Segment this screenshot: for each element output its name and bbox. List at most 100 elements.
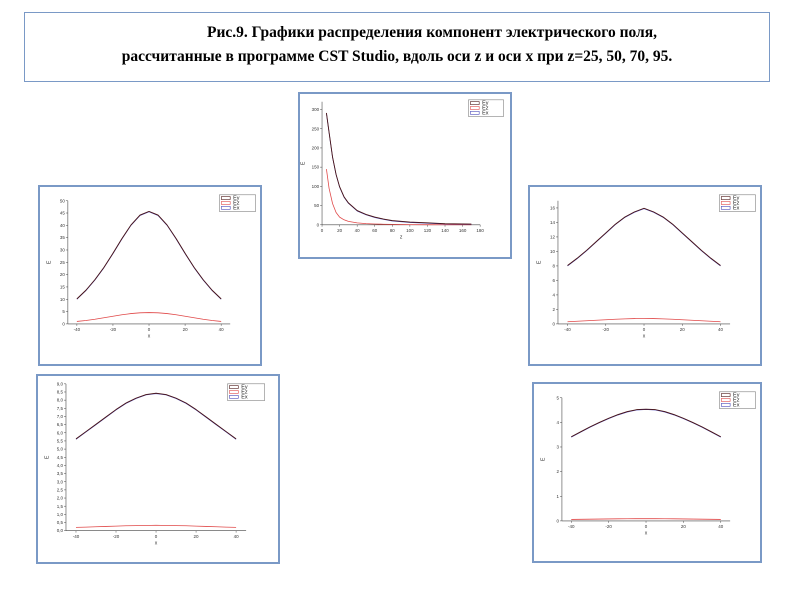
x-tick-label: 20: [681, 524, 686, 529]
y-tick-label: 100: [312, 184, 320, 189]
x-tick-label: 0: [643, 327, 646, 332]
y-tick-label: 50: [60, 198, 65, 203]
y-tick-label: 9,0: [57, 381, 64, 386]
y-tick-label: 7,5: [57, 406, 64, 411]
series-line-Ez: [75, 524, 237, 528]
y-tick-label: 0: [317, 222, 320, 227]
legend-label: Ez: [241, 389, 248, 395]
legend-swatch-Ey: [221, 196, 231, 200]
x-tick-label: 40: [234, 534, 240, 539]
x-tick-label: -40: [564, 327, 571, 332]
y-tick-label: 4,0: [57, 463, 64, 468]
legend-swatch-Ez: [221, 201, 231, 205]
series-line-Ex: [75, 393, 237, 440]
caption-line-2: рассчитанные в программе CST Studio, вдо…: [121, 48, 673, 65]
series-line-Ex: [571, 409, 721, 438]
x-tick-label: 140: [441, 228, 449, 233]
y-tick-label: 8,0: [57, 398, 64, 403]
y-tick-label: 8: [553, 263, 556, 268]
y-tick-label: 0: [556, 518, 559, 523]
y-axis-label: E: [46, 260, 52, 264]
legend-label: Ex: [233, 205, 240, 211]
y-tick-label: 6,5: [57, 422, 64, 427]
x-tick-label: -20: [110, 327, 117, 332]
legend-swatch-Ey: [720, 196, 731, 200]
legend-swatch-Ey: [721, 393, 731, 397]
y-tick-label: 5,0: [57, 447, 64, 452]
legend-label: Ey: [733, 196, 740, 202]
series-line-Ey: [571, 408, 721, 438]
y-tick-label: 4,5: [57, 455, 64, 460]
legend-swatch-Ey: [229, 385, 239, 389]
series-line-Ex: [76, 211, 222, 300]
chart-panel-z-axis: 0 20 40 60 80 100 120 140 160 180 0 50 100 150 200 250 3…: [298, 92, 512, 259]
legend-swatch-Ex: [221, 206, 231, 210]
legend-label: Ez: [482, 105, 489, 111]
y-tick-label: 1,5: [57, 504, 64, 509]
y-tick-label: 4: [553, 292, 556, 297]
y-tick-label: 14: [550, 220, 555, 225]
chart-panel-z70: -40 -20 0 20 40 0,0 0,5 1,0 1,5 2,0 2,5 3,0 3,5 4,0 4,…: [36, 374, 280, 564]
y-tick-label: 16: [550, 206, 555, 211]
chart-panel-z95: -40 -20 0 20 40 0 1 2 3 4 5 x E Ey Ez Ex: [532, 382, 762, 563]
legend-swatch-Ez: [720, 201, 731, 205]
legend-label: Ey: [233, 196, 240, 202]
x-tick-label: 60: [372, 228, 377, 233]
x-tick-label: 80: [390, 228, 395, 233]
y-tick-label: 45: [60, 211, 65, 216]
legend-label: Ex: [733, 402, 740, 408]
x-tick-label: 20: [194, 534, 200, 539]
y-tick-label: 0,5: [57, 520, 64, 525]
x-tick-label: 180: [476, 228, 484, 233]
y-tick-label: 15: [60, 285, 65, 290]
x-tick-label: 0: [148, 327, 151, 332]
legend-label: Ez: [233, 200, 240, 206]
y-tick-label: 4: [556, 420, 559, 425]
legend-label: Ez: [733, 397, 740, 403]
y-tick-label: 3,0: [57, 479, 64, 484]
y-tick-label: 200: [312, 145, 320, 150]
series-line-Ey: [325, 112, 472, 225]
legend-label: Ex: [482, 110, 489, 116]
y-tick-label: 250: [312, 126, 320, 131]
legend-swatch-Ey: [470, 101, 480, 105]
y-tick-label: 12: [550, 234, 555, 239]
legend-label: Ey: [241, 385, 248, 391]
legend-swatch-Ex: [721, 403, 731, 407]
x-tick-label: -20: [605, 524, 612, 529]
legend-label: Ex: [241, 394, 248, 400]
x-tick-label: 20: [337, 228, 342, 233]
y-tick-label: 300: [312, 107, 320, 112]
x-axis-label: z: [400, 234, 403, 240]
x-tick-label: 0: [155, 534, 158, 539]
y-tick-label: 50: [314, 203, 319, 208]
legend-swatch-Ex: [229, 395, 239, 399]
series-line-Ex: [567, 208, 721, 267]
y-axis-label: E: [540, 457, 546, 461]
chart-panel-z50: -40 -20 0 20 40 0 2 4 6 8 10 12 14 16 x E Ey Ez Ex: [528, 185, 762, 366]
x-axis-label: x: [155, 540, 158, 546]
x-tick-label: -40: [73, 534, 80, 539]
legend-label: Ey: [482, 101, 489, 107]
x-axis-label: x: [643, 334, 646, 340]
x-tick-label: 0: [645, 524, 648, 529]
y-tick-label: 5,5: [57, 439, 64, 444]
x-tick-label: -20: [113, 534, 120, 539]
x-tick-label: -20: [603, 327, 610, 332]
x-tick-label: 40: [718, 524, 723, 529]
legend-swatch-Ez: [721, 398, 731, 402]
y-tick-label: 6,0: [57, 430, 64, 435]
x-axis-label: x: [148, 334, 151, 340]
chart-panel-z25: -40 -20 0 20 40 0 5 10 15 20 25 30 35 40 45 50 x E Ey Ez Ex: [38, 185, 262, 366]
caption-line-1: Рис.9. Графики распределения компонент э…: [207, 24, 657, 41]
y-tick-label: 2,5: [57, 487, 64, 492]
y-tick-label: 25: [60, 260, 65, 265]
y-tick-label: 10: [60, 297, 65, 302]
y-tick-label: 1,0: [57, 512, 64, 517]
y-tick-label: 30: [60, 248, 65, 253]
y-tick-label: 1: [556, 494, 559, 499]
y-tick-label: 0: [553, 321, 556, 326]
y-tick-label: 2: [556, 469, 559, 474]
series-line-Ez: [326, 169, 472, 226]
